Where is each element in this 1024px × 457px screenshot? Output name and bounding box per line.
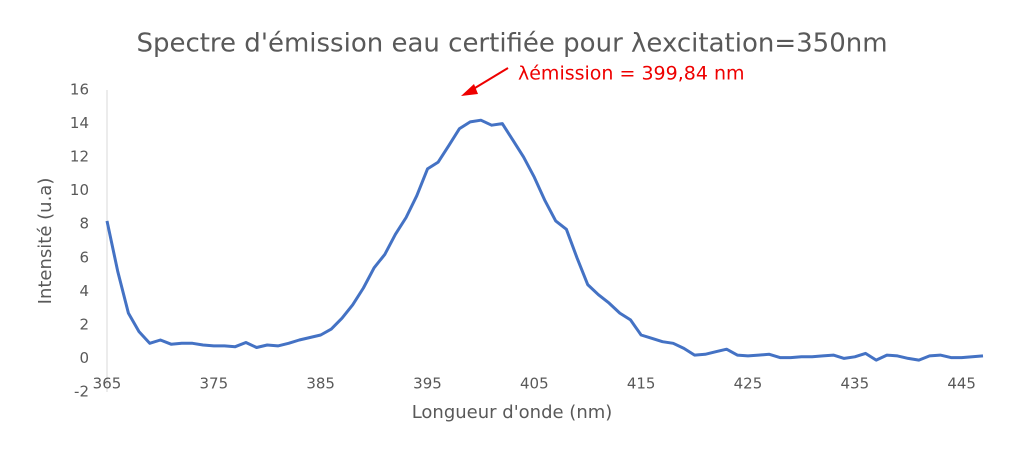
- data-line: [105, 118, 984, 362]
- x-tick-label: 365: [93, 375, 122, 393]
- y-tick-label: 14: [70, 114, 89, 132]
- y-axis-label: Intensité (u.a): [35, 178, 56, 305]
- x-tick-label: 385: [306, 375, 335, 393]
- x-tick-label: 375: [200, 375, 229, 393]
- y-tick-label: 2: [79, 315, 89, 333]
- y-tick-label: 4: [79, 282, 89, 300]
- x-tick-label: 445: [947, 375, 976, 393]
- y-tick-label: 10: [70, 181, 89, 199]
- y-tick-label: 16: [70, 81, 89, 99]
- y-tick-label: 12: [70, 148, 89, 166]
- x-tick-label: 435: [840, 375, 869, 393]
- annotation-arrowhead: [461, 84, 478, 96]
- y-tick-label: 0: [79, 349, 89, 367]
- y-tick-label: 6: [79, 248, 89, 266]
- x-tick-label: 395: [413, 375, 442, 393]
- x-tick-label: 415: [627, 375, 656, 393]
- y-tick-label: -2: [74, 383, 89, 401]
- x-axis-label: Longueur d'onde (nm): [412, 402, 613, 423]
- y-tick-label: 8: [79, 215, 89, 233]
- x-tick-label: 425: [734, 375, 763, 393]
- x-tick-label: 405: [520, 375, 549, 393]
- annotation: λémission = 399,84 nm: [518, 63, 745, 85]
- annotation-arrow: [469, 67, 509, 92]
- chart-title: Spectre d'émission eau certifiée pour λe…: [136, 29, 887, 59]
